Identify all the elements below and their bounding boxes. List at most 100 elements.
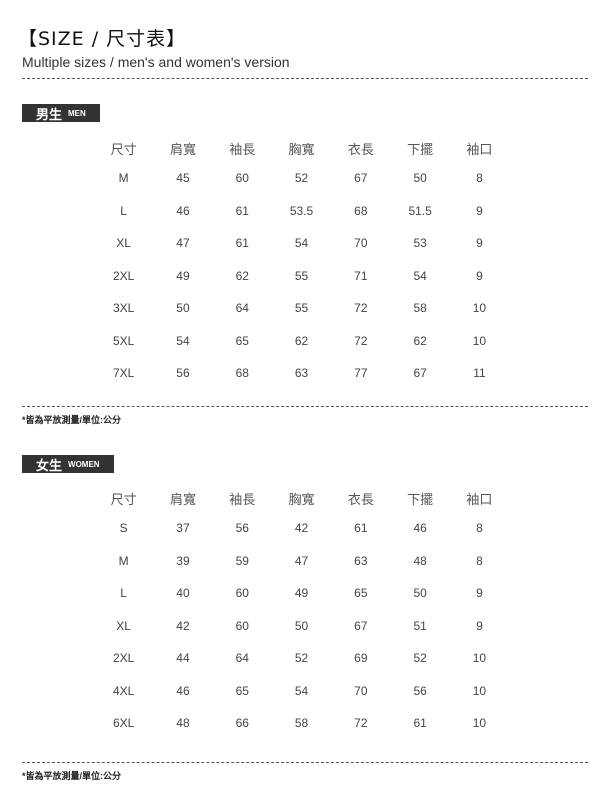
measurement-cell: 42	[294, 521, 309, 536]
measurement-cell: 10	[472, 301, 487, 316]
measurement-cell: 54	[294, 683, 309, 698]
measurement-cell: 64	[235, 301, 249, 316]
measurement-cell: 9	[476, 236, 483, 251]
measurement-cell: 60	[235, 586, 249, 601]
column-header: 袖口	[466, 491, 493, 507]
measurement-cell: 47	[176, 236, 190, 251]
measurement-cell: 56	[176, 366, 190, 381]
divider	[22, 762, 588, 763]
table-row: XL 42 60 50 67 51 9	[94, 610, 509, 643]
measurement-cell: 61	[354, 521, 368, 536]
column-header: 肩寬	[169, 491, 196, 507]
size-cell: 2XL	[112, 651, 135, 666]
measurement-cell: 49	[294, 586, 309, 601]
measurement-cell: 66	[235, 716, 249, 731]
measurement-cell: 8	[476, 171, 483, 186]
measurement-cell: 51	[413, 618, 427, 633]
measurement-cell: 50	[176, 301, 190, 316]
measurement-cell: 40	[176, 586, 190, 601]
measurement-cell: 70	[354, 236, 368, 251]
measurement-cell: 58	[294, 716, 309, 731]
measurement-cell: 56	[413, 683, 427, 698]
measurement-cell: 46	[176, 683, 190, 698]
column-header: 下擺	[407, 141, 434, 157]
size-cell: M	[118, 171, 129, 186]
column-header: 下擺	[407, 491, 434, 507]
table-row: 5XL 54 65 62 72 62 10	[94, 325, 509, 358]
size-cell: 6XL	[112, 716, 135, 731]
table-row: M 45 60 52 67 50 8	[94, 162, 509, 195]
measurement-cell: 62	[413, 333, 427, 348]
size-cell: L	[120, 203, 127, 218]
measurement-cell: 48	[176, 716, 190, 731]
table-row: 3XL 50 64 55 72 58 10	[94, 292, 509, 325]
measurement-cell: 61	[235, 236, 249, 251]
measurement-cell: 72	[354, 716, 368, 731]
size-cell: 4XL	[112, 683, 135, 698]
measurement-cell: 62	[294, 333, 309, 348]
women-size-table: 尺寸 肩寬 袖長 胸寬 衣長 下擺 袖口 S 37 56 42 61 46 8 M 39 59 47 63 48 8 L 4…	[94, 484, 509, 740]
table-row: 6XL 48 66 58 72 61 10	[94, 707, 509, 740]
measurement-cell: 55	[294, 268, 309, 283]
table-row: M 39 59 47 63 48 8	[94, 545, 509, 578]
men-label-zh: 男生	[36, 106, 63, 122]
column-header: 尺寸	[110, 491, 137, 507]
women-label-en: WOMEN	[68, 459, 100, 469]
measurement-cell: 64	[235, 651, 249, 666]
measurement-cell: 56	[235, 521, 249, 536]
measurement-cell: 45	[176, 171, 190, 186]
measurement-cell: 65	[235, 683, 249, 698]
table-row: 7XL 56 68 63 77 67 11	[94, 357, 509, 390]
table-row: 4XL 46 65 54 70 56 10	[94, 675, 509, 708]
measurement-cell: 46	[176, 203, 190, 218]
table-row: S 37 56 42 61 46 8	[94, 512, 509, 545]
measurement-cell: 8	[476, 521, 483, 536]
measurement-cell: 61	[235, 203, 249, 218]
measurement-cell: 60	[235, 171, 249, 186]
women-section-label: 女生 WOMEN	[22, 455, 114, 473]
measurement-cell: 52	[294, 651, 309, 666]
men-measure-note: *皆為平放測量/單位:公分	[22, 415, 122, 425]
measurement-cell: 49	[176, 268, 190, 283]
column-header: 袖長	[229, 491, 256, 507]
measurement-cell: 72	[354, 333, 368, 348]
size-cell: 5XL	[112, 333, 135, 348]
size-cell: 3XL	[112, 301, 135, 316]
measurement-cell: 69	[354, 651, 368, 666]
divider	[22, 78, 588, 79]
measurement-cell: 50	[413, 171, 427, 186]
measurement-cell: 61	[413, 716, 427, 731]
measurement-cell: 72	[354, 301, 368, 316]
measurement-cell: 54	[294, 236, 309, 251]
measurement-cell: 63	[294, 366, 309, 381]
size-cell: 7XL	[112, 366, 135, 381]
measurement-cell: 68	[354, 203, 368, 218]
measurement-cell: 71	[354, 268, 368, 283]
column-header: 衣長	[347, 491, 374, 507]
measurement-cell: 62	[235, 268, 249, 283]
men-section-label: 男生 MEN	[22, 104, 100, 122]
measurement-cell: 53	[413, 236, 427, 251]
divider	[22, 406, 588, 407]
table-row: XL 47 61 54 70 53 9	[94, 227, 509, 260]
measurement-cell: 9	[476, 618, 483, 633]
measurement-cell: 52	[413, 651, 427, 666]
measurement-cell: 67	[354, 171, 368, 186]
measurement-cell: 77	[354, 366, 368, 381]
measurement-cell: 37	[176, 521, 190, 536]
column-header: 胸寬	[288, 141, 315, 157]
table-row: 2XL 44 64 52 69 52 10	[94, 642, 509, 675]
measurement-cell: 54	[413, 268, 427, 283]
measurement-cell: 51.5	[408, 203, 432, 218]
measurement-cell: 50	[294, 618, 309, 633]
measurement-cell: 70	[354, 683, 368, 698]
column-header: 胸寬	[288, 491, 315, 507]
measurement-cell: 48	[413, 553, 427, 568]
table-header-row: 尺寸 肩寬 袖長 胸寬 衣長 下擺 袖口	[94, 484, 509, 512]
measurement-cell: 67	[354, 618, 368, 633]
table-header-row: 尺寸 肩寬 袖長 胸寬 衣長 下擺 袖口	[94, 134, 509, 162]
column-header: 肩寬	[169, 141, 196, 157]
size-cell: XL	[116, 236, 131, 251]
size-cell: 2XL	[112, 268, 135, 283]
measurement-cell: 65	[354, 586, 368, 601]
